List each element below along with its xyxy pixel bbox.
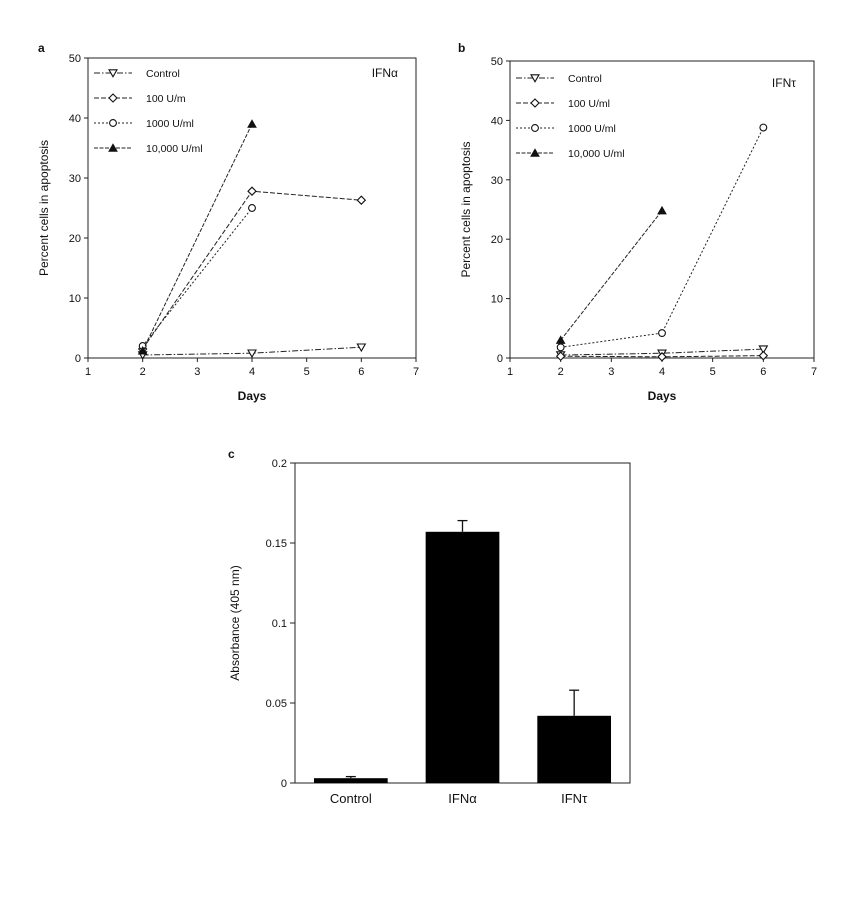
- legend-marker: [531, 124, 539, 132]
- panel-a-line-chart: a IFNα Days Percent cells in apoptosis 1…: [37, 41, 419, 403]
- panel-c-label: c: [228, 447, 235, 461]
- y-tick-label: 0.1: [272, 618, 287, 630]
- legend-marker: [109, 119, 117, 127]
- panel-b-line-chart: b IFNτ Days Percent cells in apoptosis 1…: [458, 41, 817, 403]
- data-point: [555, 335, 566, 344]
- legend-marker: [108, 143, 118, 152]
- x-tick-label: 7: [413, 366, 419, 378]
- legend-label: 100 U/m: [146, 93, 186, 105]
- bar: [313, 778, 388, 783]
- panel-a-x-axis-label: Days: [238, 389, 267, 403]
- data-point: [657, 352, 667, 362]
- bar: [537, 715, 612, 783]
- category-label: IFNα: [448, 791, 477, 806]
- x-tick-label: 4: [249, 366, 255, 378]
- panel-b-x-axis-label: Days: [648, 389, 677, 403]
- y-tick-label: 0.15: [266, 538, 287, 550]
- series-line: [142, 123, 253, 352]
- legend-label: Control: [146, 68, 180, 80]
- y-tick-label: 10: [69, 293, 81, 305]
- legend-marker: [530, 74, 540, 83]
- legend-marker: [530, 148, 540, 157]
- y-tick-label: 0.2: [272, 458, 287, 470]
- legend-label: 10,000 U/ml: [146, 143, 203, 155]
- data-point: [356, 195, 367, 205]
- y-tick-label: 40: [69, 113, 81, 125]
- panel-b-legend: Control 100 U/ml 1000 U/ml 10,000 U/ml: [516, 73, 625, 160]
- x-tick-label: 1: [85, 366, 91, 378]
- y-tick-label: 50: [69, 53, 81, 65]
- legend-marker: [530, 98, 540, 108]
- data-point: [247, 186, 257, 196]
- panel-a-ticks: 1 2 3 4 5 6 7 0 10 20 30 40 50: [69, 53, 419, 378]
- x-tick-label: 5: [710, 366, 716, 378]
- y-tick-label: 0: [281, 778, 287, 790]
- x-tick-label: 5: [304, 366, 310, 378]
- legend-marker: [108, 69, 118, 78]
- panel-c-bar-chart: c Absorbance (405 nm) 0 0.05 0.1 0.15 0.2 Co…: [228, 447, 631, 806]
- legend-label: 100 U/ml: [568, 98, 610, 110]
- legend-label: Control: [568, 73, 602, 85]
- panel-b-ticks: 1 2 3 4 5 6 7 0 10 20 30 40 50: [491, 56, 817, 378]
- data-point: [248, 204, 256, 212]
- panel-b-ifn-tag: IFNτ: [772, 76, 796, 90]
- legend-label: 1000 U/ml: [146, 118, 194, 130]
- bar: [425, 531, 500, 783]
- panel-b-label: b: [458, 41, 465, 55]
- y-tick-label: 0.05: [266, 698, 287, 710]
- data-point: [137, 345, 148, 355]
- y-tick-label: 40: [491, 115, 503, 127]
- x-tick-label: 3: [608, 366, 614, 378]
- panel-a-series: [137, 119, 367, 360]
- data-point: [758, 350, 769, 361]
- legend-label: 10,000 U/ml: [568, 148, 625, 160]
- panel-b-y-axis-label: Percent cells in apoptosis: [459, 141, 473, 277]
- data-point: [759, 123, 768, 132]
- panel-c-y-axis-label: Absorbance (405 nm): [228, 565, 242, 680]
- y-tick-label: 30: [69, 173, 81, 185]
- x-tick-label: 2: [558, 366, 564, 378]
- category-label: IFNτ: [561, 791, 588, 806]
- legend-marker: [108, 93, 118, 103]
- x-tick-label: 3: [194, 366, 200, 378]
- panel-b-series: [555, 123, 769, 362]
- data-point: [247, 349, 257, 359]
- y-tick-label: 0: [75, 353, 81, 365]
- series-line: [142, 207, 253, 347]
- data-point: [247, 119, 257, 128]
- series-line: [560, 127, 764, 348]
- panel-c-bars: Control IFNα IFNτ: [313, 519, 612, 806]
- data-point: [555, 351, 566, 361]
- data-point: [758, 345, 769, 354]
- x-tick-label: 7: [811, 366, 817, 378]
- y-tick-label: 50: [491, 56, 503, 68]
- data-point: [556, 343, 565, 352]
- y-tick-label: 0: [497, 353, 503, 365]
- panel-a-y-axis-label: Percent cells in apoptosis: [37, 140, 51, 276]
- y-tick-label: 20: [69, 233, 81, 245]
- y-tick-label: 10: [491, 294, 503, 306]
- data-point: [356, 343, 367, 353]
- x-tick-label: 1: [507, 366, 513, 378]
- y-tick-label: 20: [491, 234, 503, 246]
- panel-a-legend: Control 100 U/m 1000 U/ml 10,000 U/ml: [94, 68, 203, 155]
- series-line: [142, 190, 362, 350]
- x-tick-label: 6: [358, 366, 364, 378]
- x-tick-label: 4: [659, 366, 665, 378]
- y-tick-label: 30: [491, 175, 503, 187]
- x-tick-label: 2: [140, 366, 146, 378]
- series-line: [560, 210, 663, 341]
- legend-label: 1000 U/ml: [568, 123, 616, 135]
- data-point: [657, 205, 667, 215]
- panel-c-ticks: 0 0.05 0.1 0.15 0.2: [266, 458, 295, 790]
- data-point: [658, 329, 666, 338]
- panel-a-label: a: [38, 41, 45, 55]
- panel-a-ifn-tag: IFNα: [372, 66, 398, 80]
- x-tick-label: 6: [760, 366, 766, 378]
- category-label: Control: [330, 791, 372, 806]
